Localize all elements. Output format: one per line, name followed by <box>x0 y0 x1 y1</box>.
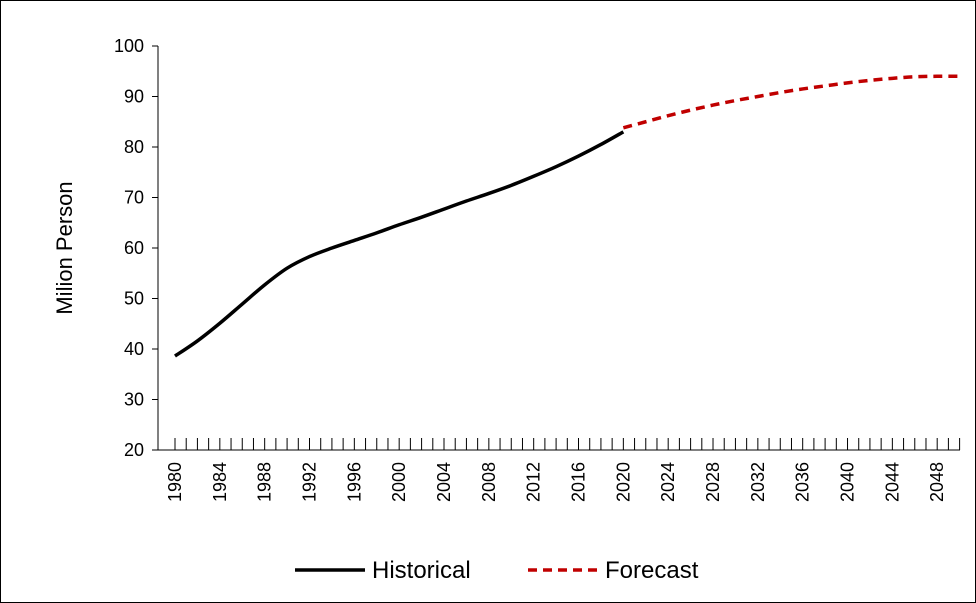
y-tick-label: 90 <box>124 87 144 107</box>
y-tick-label: 100 <box>114 36 144 56</box>
x-tick-label: 2040 <box>838 462 858 502</box>
y-tick-label: 80 <box>124 137 144 157</box>
y-tick-label: 20 <box>124 440 144 460</box>
x-tick-label: 1992 <box>300 462 320 502</box>
x-tick-label: 1988 <box>255 462 275 502</box>
series-lines <box>174 74 960 358</box>
legend-label-forecast: Forecast <box>605 557 699 584</box>
x-tick-label: 2008 <box>479 462 499 502</box>
x-tick-label: 1984 <box>210 462 230 502</box>
legend: Historical Forecast <box>295 557 699 584</box>
x-tick-label: 2044 <box>882 462 902 502</box>
x-tick-label: 2024 <box>658 462 678 502</box>
x-tick-label: 2016 <box>569 462 589 502</box>
x-tick-label: 2028 <box>703 462 723 502</box>
x-tick-label: 2036 <box>793 462 813 502</box>
x-tick-label: 1996 <box>344 462 364 502</box>
y-axis-title: Milion Person <box>52 181 77 314</box>
y-tick-label: 50 <box>124 289 144 309</box>
x-tick-label: 2020 <box>613 462 633 502</box>
x-tick-label: 1980 <box>165 462 185 502</box>
y-tick-label: 30 <box>124 390 144 410</box>
x-tick-label: 2012 <box>524 462 544 502</box>
y-axis: 20 30 40 50 60 70 80 90 100 <box>114 36 159 460</box>
x-tick-label: 2032 <box>748 462 768 502</box>
y-tick-label: 70 <box>124 188 144 208</box>
y-tick-label: 60 <box>124 238 144 258</box>
x-tick-label: 2004 <box>434 462 454 502</box>
x-tick-label: 2000 <box>389 462 409 502</box>
series-line-historical <box>174 130 625 358</box>
x-axis: 1980 1984 1988 1992 1996 2000 2004 2008 2012 2016… <box>158 438 961 502</box>
y-tick-label: 40 <box>124 339 144 359</box>
x-tick-label: 2048 <box>927 462 947 502</box>
legend-label-historical: Historical <box>372 557 471 584</box>
series-line-forecast <box>622 74 960 130</box>
